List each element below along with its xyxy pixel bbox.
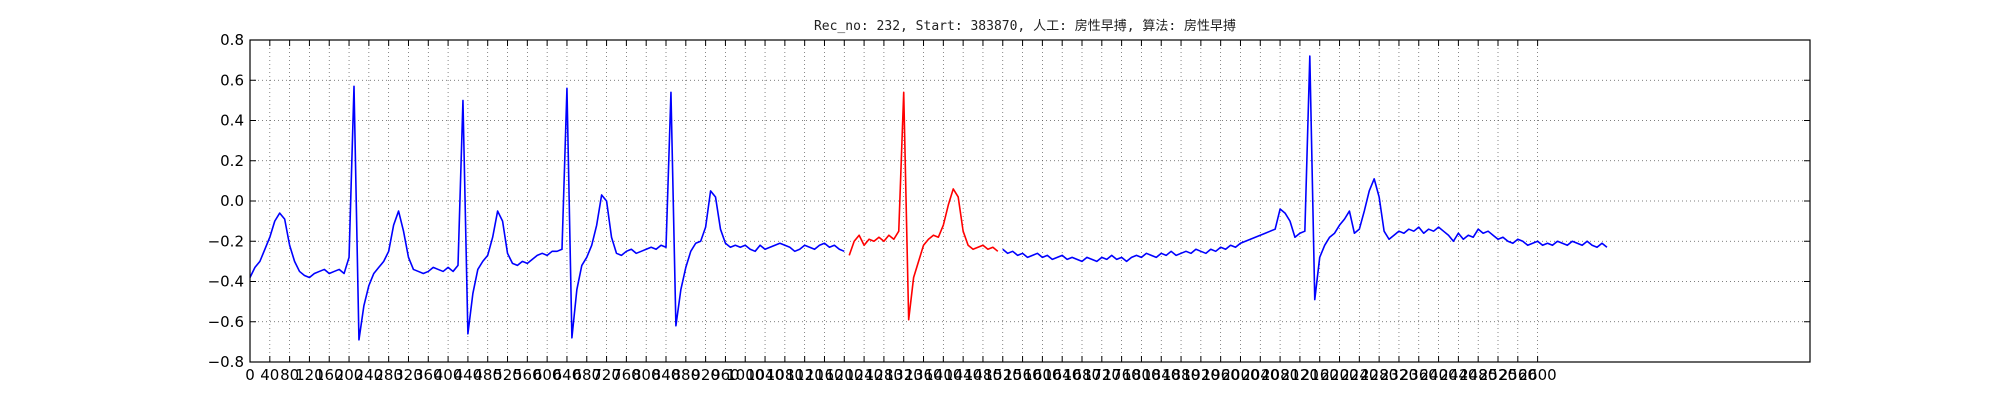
x-tick-label: 440 xyxy=(454,366,483,384)
x-tick-label: 200 xyxy=(335,366,364,384)
y-tick-label: 0.8 xyxy=(220,31,244,49)
x-tick-label: 800 xyxy=(632,366,661,384)
series-lines xyxy=(249,55,1608,341)
x-tick-label: 680 xyxy=(572,366,601,384)
x-tick-label: 840 xyxy=(652,366,681,384)
x-tick-label: 240 xyxy=(355,366,384,384)
x-tick-label: 560 xyxy=(513,366,542,384)
ecg-series-line-3 xyxy=(1002,55,1608,301)
x-tick-label: 1440 xyxy=(944,366,982,384)
x-tick-label: 1080 xyxy=(766,366,804,384)
x-tick-label: 880 xyxy=(671,366,700,384)
x-tick-label: 1600 xyxy=(1023,366,1061,384)
x-tick-label: 1280 xyxy=(865,366,903,384)
x-tick-label: 1360 xyxy=(904,366,942,384)
x-tick-label: 960 xyxy=(711,366,740,384)
x-tick-label: 320 xyxy=(394,366,423,384)
x-tick-label: 2520 xyxy=(1479,366,1517,384)
x-tick-label: 400 xyxy=(434,366,463,384)
x-tick-label: 2040 xyxy=(1241,366,1279,384)
y-tick-label: −0.6 xyxy=(208,313,244,331)
x-tick-label: 1680 xyxy=(1063,366,1101,384)
x-tick-label: 1520 xyxy=(984,366,1022,384)
y-tick-label: 0.4 xyxy=(220,112,244,130)
x-tick-label: 360 xyxy=(414,366,443,384)
x-axis-ticks: 0 40 8012016020024028032036040044048052056… xyxy=(245,40,1557,384)
x-tick-label: 1320 xyxy=(885,366,923,384)
x-tick-label: 1920 xyxy=(1182,366,1220,384)
x-tick-label: 1560 xyxy=(1003,366,1041,384)
x-tick-label: 1720 xyxy=(1083,366,1121,384)
x-tick-label: 2440 xyxy=(1439,366,1477,384)
y-tick-label: 0.6 xyxy=(220,71,244,89)
x-tick-label: 1480 xyxy=(964,366,1002,384)
x-tick-label: 640 xyxy=(553,366,582,384)
x-tick-label: 2120 xyxy=(1281,366,1319,384)
x-tick-label: 720 xyxy=(592,366,621,384)
x-tick-label: 1120 xyxy=(786,366,824,384)
x-tick-label: 120 xyxy=(295,366,324,384)
y-axis-ticks: −0.8 −0.6 −0.4 −0.2 0.0 0.2 0.4 0.6 0.8 xyxy=(208,31,1810,371)
x-tick-label: 920 xyxy=(691,366,720,384)
x-tick-label: 2000 xyxy=(1221,366,1259,384)
x-tick-label: 1240 xyxy=(845,366,883,384)
x-tick-label: 40 xyxy=(260,366,279,384)
x-tick-label: 2600 xyxy=(1519,366,1557,384)
ecg-series-line-2 xyxy=(848,91,999,321)
x-tick-label: 1040 xyxy=(746,366,784,384)
x-tick-label: 1960 xyxy=(1202,366,1240,384)
x-tick-label: 2480 xyxy=(1459,366,1497,384)
x-tick-label: 600 xyxy=(533,366,562,384)
x-tick-label: 280 xyxy=(374,366,403,384)
x-tick-label: 1840 xyxy=(1142,366,1180,384)
x-tick-label: 160 xyxy=(315,366,344,384)
chart-title: Rec_no: 232, Start: 383870, 人工: 房性早搏, 算法… xyxy=(814,18,1236,34)
x-tick-label: 2240 xyxy=(1340,366,1378,384)
x-tick-label: 1760 xyxy=(1103,366,1141,384)
x-tick-label: 1640 xyxy=(1043,366,1081,384)
ecg-series-line-1 xyxy=(249,85,845,341)
y-tick-label: −0.8 xyxy=(208,353,244,371)
x-tick-label: 2200 xyxy=(1320,366,1358,384)
x-tick-label: 1000 xyxy=(726,366,764,384)
grid xyxy=(249,39,1810,363)
x-tick-label: 2320 xyxy=(1380,366,1418,384)
x-tick-label: 1880 xyxy=(1162,366,1200,384)
x-tick-label: 760 xyxy=(612,366,641,384)
x-tick-label: 0 xyxy=(245,366,255,384)
x-tick-label: 2360 xyxy=(1400,366,1438,384)
x-tick-label: 1160 xyxy=(805,366,843,384)
x-tick-label: 1800 xyxy=(1122,366,1160,384)
y-tick-label: 0.0 xyxy=(220,192,244,210)
x-tick-label: 2080 xyxy=(1261,366,1299,384)
y-tick-label: 0.2 xyxy=(220,152,244,170)
x-tick-label: 1200 xyxy=(825,366,863,384)
x-tick-label: 2160 xyxy=(1301,366,1339,384)
y-tick-label: −0.4 xyxy=(208,273,244,291)
x-tick-label: 2280 xyxy=(1360,366,1398,384)
x-tick-label: 520 xyxy=(493,366,522,384)
x-tick-label: 1400 xyxy=(924,366,962,384)
x-tick-label: 480 xyxy=(473,366,502,384)
x-tick-label: 2560 xyxy=(1499,366,1537,384)
x-tick-label: 80 xyxy=(280,366,299,384)
y-tick-label: −0.2 xyxy=(208,232,244,250)
x-tick-label: 2400 xyxy=(1419,366,1457,384)
